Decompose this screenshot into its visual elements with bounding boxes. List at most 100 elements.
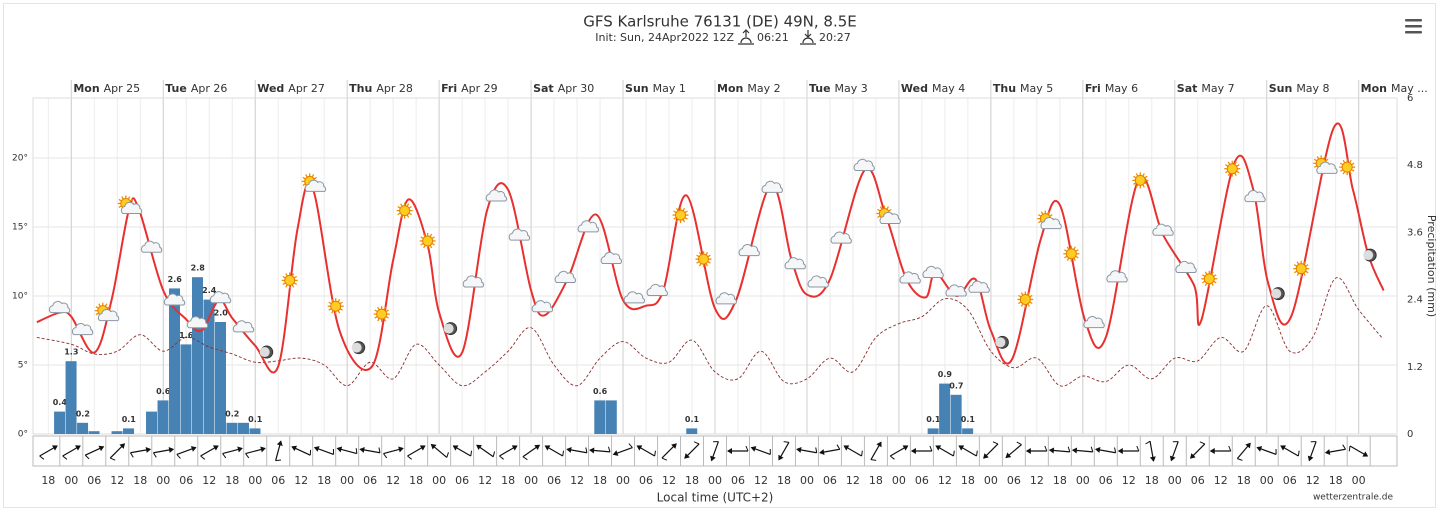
sun-ray (1135, 173, 1139, 177)
x-tick-label: 12 (754, 474, 768, 487)
cloud-shape (1244, 190, 1266, 203)
day-name: Sun (1269, 82, 1293, 95)
sun-ray (1293, 264, 1298, 267)
cloud-shape (899, 271, 921, 284)
sun-ray (673, 210, 677, 214)
sun-ray (431, 236, 435, 240)
wind-head (819, 449, 825, 455)
sun-ray (377, 306, 380, 311)
sun-ray (374, 316, 378, 319)
precip-bar (146, 411, 158, 434)
wind-barb (976, 450, 978, 457)
moon-light (1363, 250, 1374, 261)
wind-head (168, 447, 175, 453)
wind-barb (693, 441, 700, 445)
precip-bar (88, 431, 100, 434)
cloud-shape (600, 251, 622, 264)
weather-symbol (281, 272, 298, 289)
weather-symbol (577, 220, 600, 233)
sun-ray (1075, 255, 1079, 259)
sun-ray (1211, 271, 1214, 275)
sun-ray (98, 303, 101, 307)
sun-ray (285, 284, 288, 288)
sun-ray (406, 203, 410, 207)
wind-barb (628, 443, 633, 448)
wind-head (1169, 455, 1176, 462)
wind-barb (222, 453, 227, 459)
x-tick-label: 18 (133, 474, 147, 487)
weather-symbol (1175, 260, 1197, 274)
menu-button[interactable] (1405, 19, 1422, 34)
wind-barb (84, 454, 90, 460)
wind-arrow (958, 445, 978, 457)
weather-symbol (48, 300, 71, 314)
wind-head (452, 445, 459, 451)
x-tick-label: 18 (685, 474, 699, 487)
sun-ray (337, 298, 341, 303)
sun-ray (1204, 271, 1208, 275)
wind-head (1025, 448, 1031, 454)
wind-arrow (612, 443, 633, 456)
sun-ray (684, 217, 688, 220)
wind-barb (815, 447, 818, 453)
x-tick-label: 06 (1283, 474, 1297, 487)
sun-ray (1075, 249, 1079, 252)
wind-arrow (1280, 445, 1300, 457)
x-tick-label: 12 (938, 474, 952, 487)
cloud-shape (1316, 161, 1338, 174)
wind-arrow (1169, 441, 1179, 462)
sun-ray (313, 176, 317, 180)
precip-label: 2.8 (191, 264, 206, 273)
wind-head (958, 445, 965, 451)
cloud-shape (879, 211, 901, 224)
wind-barb (1136, 445, 1140, 452)
cloud-shape (531, 300, 554, 313)
wind-arrow (130, 447, 152, 458)
wind-head (1005, 452, 1012, 459)
wind-barb (1237, 458, 1243, 461)
weather-symbol (140, 240, 163, 253)
x-tick-label: 12 (662, 474, 676, 487)
precip-label: 0.2 (76, 409, 90, 418)
x-tick-label: 00 (340, 474, 354, 487)
cloud-shape (1040, 217, 1062, 230)
wind-head (534, 444, 541, 451)
day-date: Apr 29 (461, 82, 498, 95)
sun-ray (400, 203, 403, 207)
sun-ray (684, 210, 688, 214)
cloud-shape (945, 284, 967, 297)
precip-label: 0.4 (53, 398, 68, 407)
x-tick-label: 18 (777, 474, 791, 487)
x-tick-label: 06 (1007, 474, 1021, 487)
sun-ray (431, 242, 435, 246)
sun-ray (374, 309, 378, 313)
y2-tick-label: 6 (1407, 93, 1413, 104)
x-tick-label: 18 (225, 474, 239, 487)
wind-arrow (152, 447, 175, 458)
wind-barb (861, 450, 863, 457)
wind-arrow (1005, 441, 1022, 459)
precip-bar (203, 299, 215, 434)
wind-barb (446, 452, 449, 458)
precip-label: 0.1 (926, 415, 941, 424)
wind-head (1245, 442, 1251, 449)
wind-barb (383, 453, 388, 459)
precip-bar (605, 400, 617, 434)
sun-ray (1144, 182, 1148, 185)
day-date: Apr 28 (376, 82, 413, 95)
wind-arrow (176, 446, 197, 459)
sun-ray (408, 206, 412, 209)
cloud-shape (922, 265, 944, 279)
sun-ray (1339, 169, 1344, 172)
x-tick-label: 18 (1145, 474, 1159, 487)
cloud-shape (71, 323, 94, 336)
wind-arrow (452, 445, 473, 457)
wind-arrow (84, 445, 105, 460)
wind-arrow (245, 446, 266, 459)
day-name: Thu (993, 82, 1016, 95)
credit: wetterzentrale.de (1313, 493, 1394, 503)
wind-head (52, 445, 58, 451)
precip-label: 0.2 (225, 409, 239, 418)
wind-head (983, 453, 989, 459)
sun-ray (696, 254, 700, 258)
